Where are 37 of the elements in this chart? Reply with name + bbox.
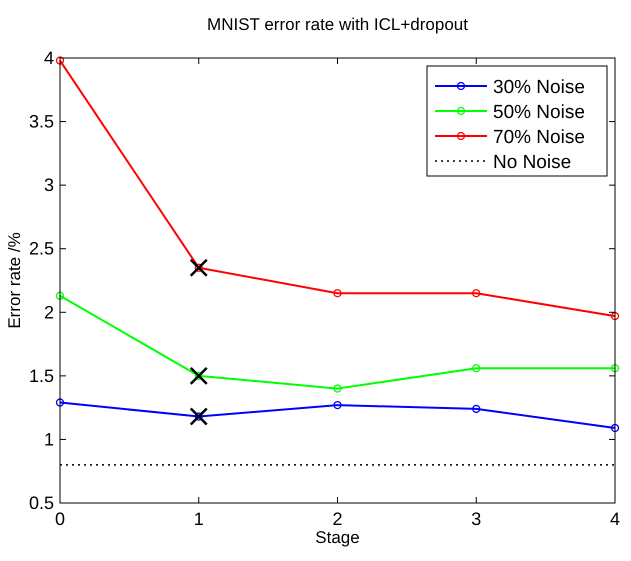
x-tick-label: 3	[471, 509, 482, 529]
y-tick-label: 3	[44, 175, 54, 196]
legend-label: 70% Noise	[493, 127, 585, 148]
point	[333, 289, 342, 298]
point	[610, 312, 620, 320]
y-tick-label: 2	[44, 302, 54, 322]
y-tick-label: 0.5	[28, 493, 54, 513]
point	[610, 364, 620, 372]
x-tick-label: 1	[194, 509, 204, 529]
point	[194, 264, 203, 272]
point	[56, 398, 64, 407]
y-tick-label: 1.5	[28, 366, 54, 386]
y-tick-label: 3.5	[28, 112, 54, 132]
y-tick-label: 4	[44, 48, 54, 68]
legend-label: No Noise	[493, 152, 572, 173]
x-tick-label: 2	[332, 509, 343, 529]
point	[56, 292, 64, 300]
x-tick-label: 4	[610, 509, 620, 529]
point	[472, 364, 480, 372]
point	[610, 424, 620, 432]
x-tick-label: 0	[54, 509, 66, 529]
point	[190, 407, 208, 426]
legend-label: 50% Noise	[493, 102, 585, 123]
point	[333, 400, 342, 410]
point	[194, 372, 203, 380]
point	[56, 56, 64, 65]
x-axis-title: Stage	[315, 528, 360, 547]
point	[472, 289, 480, 298]
chart-title: MNIST error rate with ICL+dropout	[207, 15, 468, 34]
y-tick-label: 2.5	[28, 238, 54, 259]
point	[190, 258, 208, 278]
point	[190, 366, 208, 386]
y-tick-label: 1	[44, 429, 54, 450]
point	[472, 404, 480, 414]
y-axis-title: Error rate /%	[5, 232, 24, 329]
legend-label: 30% Noise	[493, 77, 585, 98]
point	[333, 384, 342, 393]
